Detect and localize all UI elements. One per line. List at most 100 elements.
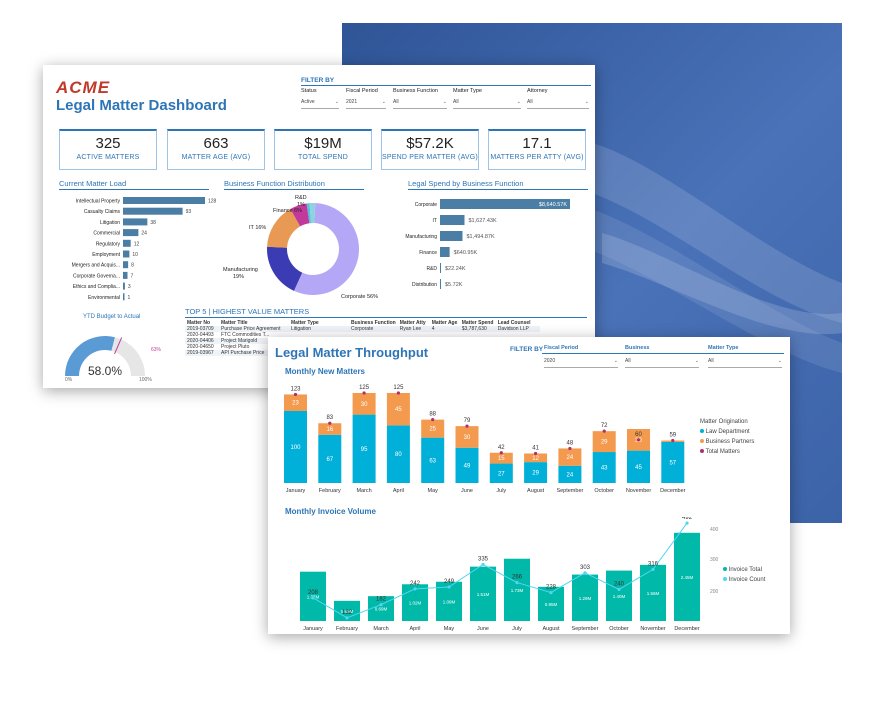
chevron-down-icon: ⌄	[613, 358, 618, 364]
bar-category-label: Finance	[419, 250, 437, 256]
kpi-spend-per-matter: $57.2K SPEND PER MATTER (AVG)	[381, 129, 479, 170]
load-bar	[123, 239, 131, 247]
bar-category-label: Manufacturing	[405, 234, 437, 240]
law-dept-value: 80	[395, 452, 402, 458]
column-header: Lead Counsel	[497, 320, 531, 326]
x-tick-label: November	[626, 488, 652, 494]
status-dropdown[interactable]: Active ⌄	[301, 99, 339, 109]
legend-dot	[700, 439, 704, 443]
kpi-value: $19M	[304, 135, 342, 152]
law-dept-value: 95	[361, 447, 368, 453]
legend-item: Invoice Count	[723, 577, 765, 583]
total-matters-value: 125	[359, 385, 370, 391]
bar-value-label: $8,640.57K	[539, 202, 567, 208]
business-dropdown[interactable]: All ⌄	[625, 358, 699, 368]
bar-value-label: 1	[128, 295, 131, 301]
total-matters-value: 88	[429, 412, 436, 418]
invoice-count-value: 228	[546, 585, 557, 591]
table-cell: 2019-03967	[187, 350, 214, 356]
total-matters-point	[396, 391, 400, 395]
law-dept-bar	[386, 425, 410, 483]
table-header-row: Matter No Matter Title Matter Type Busin…	[185, 320, 540, 326]
x-tick-label: December	[674, 626, 700, 632]
filter-label-fiscal-period: Fiscal Period	[346, 88, 378, 94]
table-cell: 4	[431, 326, 435, 332]
fiscal-period-dropdown[interactable]: 2021 ⌄	[346, 99, 386, 109]
budget-gauge: 63% 58.0% 0% 100%	[65, 336, 162, 382]
invoice-total-bar	[504, 558, 530, 621]
filter-label-business-function: Business Function	[393, 88, 438, 94]
business-partner-value: 30	[464, 435, 471, 441]
invoice-total-bar	[674, 532, 700, 621]
matter-type-dropdown[interactable]: All ⌄	[453, 99, 521, 109]
total-matters-point	[499, 451, 503, 455]
law-dept-bar	[489, 463, 513, 483]
law-dept-bar	[352, 414, 376, 483]
x-tick-label: August	[527, 488, 545, 494]
attorney-dropdown[interactable]: All ⌄	[527, 99, 589, 109]
chevron-down-icon: ⌄	[584, 99, 589, 105]
business-partner-bar	[592, 431, 616, 453]
bar-value-label: $1,627.43K	[468, 218, 496, 224]
filter-heading: FILTER BY	[510, 346, 544, 353]
total-matters-value: 83	[326, 415, 333, 421]
business-partner-value: 15	[498, 456, 505, 462]
invoice-count-value: 240	[614, 581, 625, 587]
x-tick-label: February	[336, 626, 358, 632]
gauge-target-marker	[114, 337, 123, 355]
table-cell: $3,787,630	[461, 326, 487, 332]
total-matters-point	[431, 418, 435, 422]
kpi-value: 17.1	[522, 135, 552, 152]
table-cell: Ryan Lee	[399, 326, 422, 332]
table-cell: 2019-03709	[187, 326, 214, 332]
bar-value-label: 93	[186, 209, 192, 215]
budget-gauge-title: YTD Budget to Actual	[83, 314, 141, 320]
x-tick-label: July	[496, 488, 506, 494]
invoice-count-point	[685, 521, 689, 525]
fiscal-period-value: 2020	[544, 358, 556, 364]
table-row[interactable]: 2020-04493 FTC Commodities T...	[185, 332, 540, 338]
donut-slice	[267, 246, 303, 291]
column-header: Business Function	[351, 320, 396, 326]
total-matters-value: 48	[567, 440, 574, 446]
bar-value-label: $640.95K	[454, 250, 478, 256]
business-partner-bar	[352, 393, 376, 415]
bar-value-label: 38	[150, 220, 156, 226]
matter-type-dropdown[interactable]: All ⌄	[708, 358, 782, 368]
load-bar	[123, 282, 125, 290]
spend-bar	[440, 231, 463, 241]
fiscal-period-dropdown[interactable]: 2020 ⌄	[544, 358, 618, 368]
bar-category-label: Litigation	[100, 220, 120, 226]
kpi-total-spend: $19M TOTAL SPEND	[274, 129, 372, 170]
legend-label: Total Matters	[705, 449, 740, 455]
invoice-count-point	[583, 571, 587, 575]
business-function-dropdown[interactable]: All ⌄	[393, 99, 447, 109]
total-matters-point	[534, 451, 538, 456]
bar-category-label: IT	[433, 218, 437, 224]
bar-value-label: $22.24K	[445, 266, 466, 272]
legal-matter-dashboard: ACME Legal Matter Dashboard FILTER BY St…	[43, 65, 595, 388]
law-dept-value: 29	[532, 471, 539, 477]
bar-category-label: Environmental	[88, 295, 120, 301]
kpi-label: MATTERS PER ATTY (AVG)	[490, 154, 584, 161]
invoice-count-point	[447, 585, 451, 589]
filter-label-business: Business	[625, 345, 650, 351]
load-bar	[123, 207, 183, 215]
table-row[interactable]: 2019-03709 Purchase Price Agreement Litiga…	[185, 326, 540, 332]
bar-value-label: $5.72K	[445, 282, 463, 288]
total-matters-point	[636, 438, 641, 442]
law-dept-value: 63	[429, 458, 436, 464]
chevron-down-icon: ⌄	[777, 358, 782, 364]
bar-category-label: Commercial	[93, 231, 120, 237]
table-row[interactable]: 2020-04650 Project Pluto	[185, 344, 540, 350]
bar-category-label: R&D	[426, 266, 437, 272]
chevron-down-icon: ⌄	[334, 99, 339, 105]
monthly-invoice-title: Monthly Invoice Volume	[285, 507, 376, 516]
table-cell: Purchase Price Agreement	[221, 326, 281, 332]
column-header: Matter Atty	[399, 320, 426, 326]
invoice-count-value: 316	[648, 561, 659, 567]
law-dept-value: 57	[669, 460, 676, 466]
bar-category-label: Distribution	[412, 282, 437, 288]
law-dept-bar	[558, 465, 582, 483]
invoice-count-point	[311, 596, 315, 600]
